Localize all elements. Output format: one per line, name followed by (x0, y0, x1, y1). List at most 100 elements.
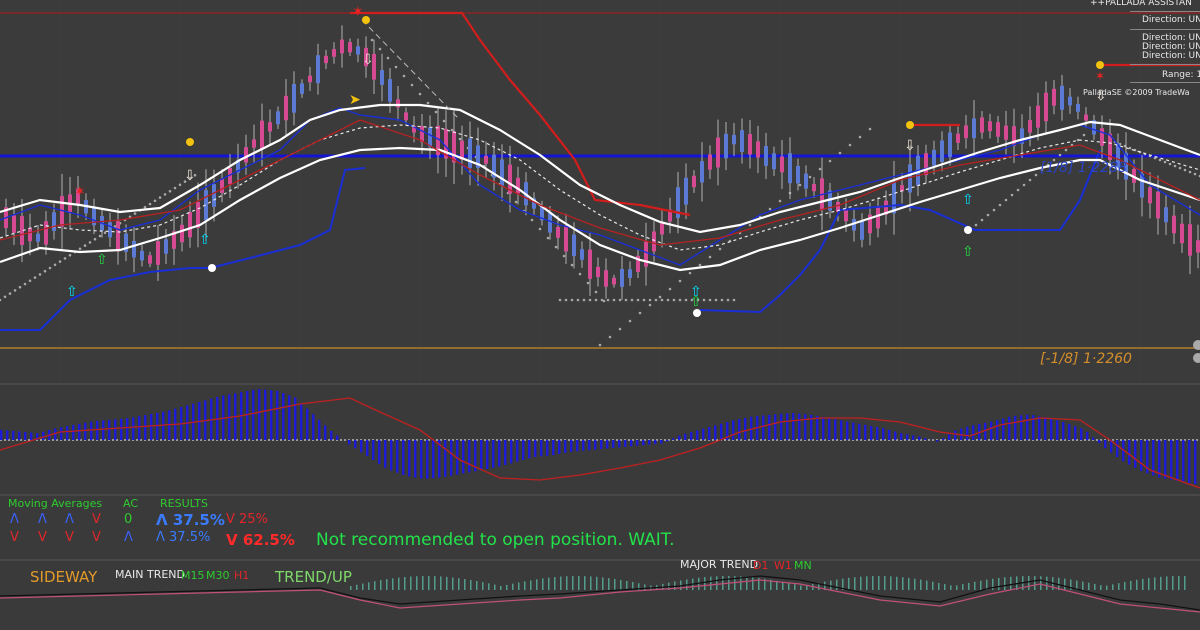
sar-dot (378, 47, 382, 51)
histogram-bar (882, 428, 885, 440)
histogram-bar (762, 415, 765, 440)
sar-dot (418, 92, 422, 96)
histogram-bar (396, 440, 399, 473)
candle-body (532, 198, 536, 209)
trend-bar (746, 576, 748, 590)
pallada-assistant-panel: ++PALLADA ASSISTAN Direction: UN Directi… (1080, 0, 1200, 97)
candle-body (420, 126, 424, 142)
candle-body (412, 125, 416, 133)
candle-body (324, 55, 328, 64)
histogram-bar (264, 389, 267, 440)
histogram-bar (606, 440, 609, 449)
sar-dot (98, 234, 102, 238)
histogram-bar (744, 417, 747, 440)
sar-dot (1040, 168, 1044, 172)
candle-body (1124, 152, 1128, 180)
histogram-bar (510, 440, 513, 464)
candle-body (1004, 125, 1008, 140)
sar-dot (608, 335, 612, 339)
sar-dot (708, 298, 712, 302)
candle-body (844, 208, 848, 222)
trend-line-black (0, 575, 1200, 611)
sar-dot (530, 218, 534, 222)
sar-dot (618, 327, 622, 331)
histogram-bar (486, 440, 489, 470)
sar-dot (8, 292, 12, 295)
sar-dot (576, 298, 580, 302)
trend-bar (584, 576, 586, 590)
candle-body (132, 240, 136, 258)
sar-dot (672, 298, 676, 302)
trend-bar (872, 576, 874, 590)
histogram-bar (1020, 415, 1023, 440)
candle-body (404, 112, 408, 121)
histogram-bar (1062, 422, 1065, 440)
histogram-bar (876, 427, 879, 440)
sar-dot (426, 101, 430, 105)
trend-line-pink (0, 579, 1200, 613)
sar-dot (128, 215, 132, 219)
candle-body (1140, 173, 1144, 198)
svg-text:⇧: ⇧ (66, 284, 78, 300)
histogram-bar (840, 420, 843, 440)
candle-body (788, 153, 792, 184)
histogram-bar (360, 440, 363, 453)
sar-dot (1163, 160, 1167, 164)
trend-bar (458, 578, 460, 590)
candle-body (212, 184, 216, 207)
histogram-bar (438, 440, 441, 478)
candle-body (708, 154, 712, 170)
m30-label: M30 (206, 569, 230, 582)
trend-bar (878, 576, 880, 590)
candle-body (476, 145, 480, 168)
histogram-bar (144, 415, 147, 440)
results-down-small: V 25% (226, 512, 268, 527)
histogram-bar (90, 421, 93, 440)
sar-dot (594, 290, 598, 294)
trend-bar (1100, 585, 1102, 590)
trend-bar (488, 583, 490, 590)
trend-bar (614, 578, 616, 590)
histogram-bar (300, 403, 303, 440)
histogram-bar (132, 417, 135, 440)
histogram-bar (516, 440, 519, 462)
svg-text:✶: ✶ (1095, 69, 1105, 83)
trend-bar (782, 581, 784, 590)
trend-bar (722, 576, 724, 590)
histogram-bar (708, 427, 711, 440)
trend-bar (824, 581, 826, 590)
candle-body (836, 201, 840, 213)
trend-bar (1064, 578, 1066, 590)
trend-bar (434, 576, 436, 590)
histogram-bar (78, 423, 81, 440)
sar-dot (113, 225, 117, 228)
histogram-bar (738, 419, 741, 440)
sar-dot (558, 298, 562, 302)
histogram-bar (936, 440, 939, 442)
histogram-bar (54, 428, 57, 440)
sar-dot (660, 298, 664, 302)
trend-bar (1178, 576, 1180, 590)
histogram-bar (972, 425, 975, 440)
histogram-bar (804, 414, 807, 440)
candle-body (196, 201, 200, 228)
sar-dot (974, 223, 978, 227)
histogram-bar (498, 440, 501, 467)
sar-dot (980, 218, 984, 222)
candle-body (1196, 240, 1200, 253)
trend-bar (980, 580, 982, 590)
histogram-bar (108, 419, 111, 440)
candle-body (964, 125, 968, 139)
histogram-bar (642, 440, 645, 446)
candle-body (996, 122, 1000, 137)
candle-body (716, 137, 720, 168)
candle-body (948, 132, 952, 157)
trend-bar (1112, 584, 1114, 590)
candle-body (860, 220, 864, 240)
sar-dot (143, 205, 147, 209)
histogram-bar (1002, 418, 1005, 440)
trend-bar (590, 576, 592, 590)
histogram-bar (600, 440, 603, 450)
histogram-bar (786, 413, 789, 440)
candle-body (740, 130, 744, 152)
